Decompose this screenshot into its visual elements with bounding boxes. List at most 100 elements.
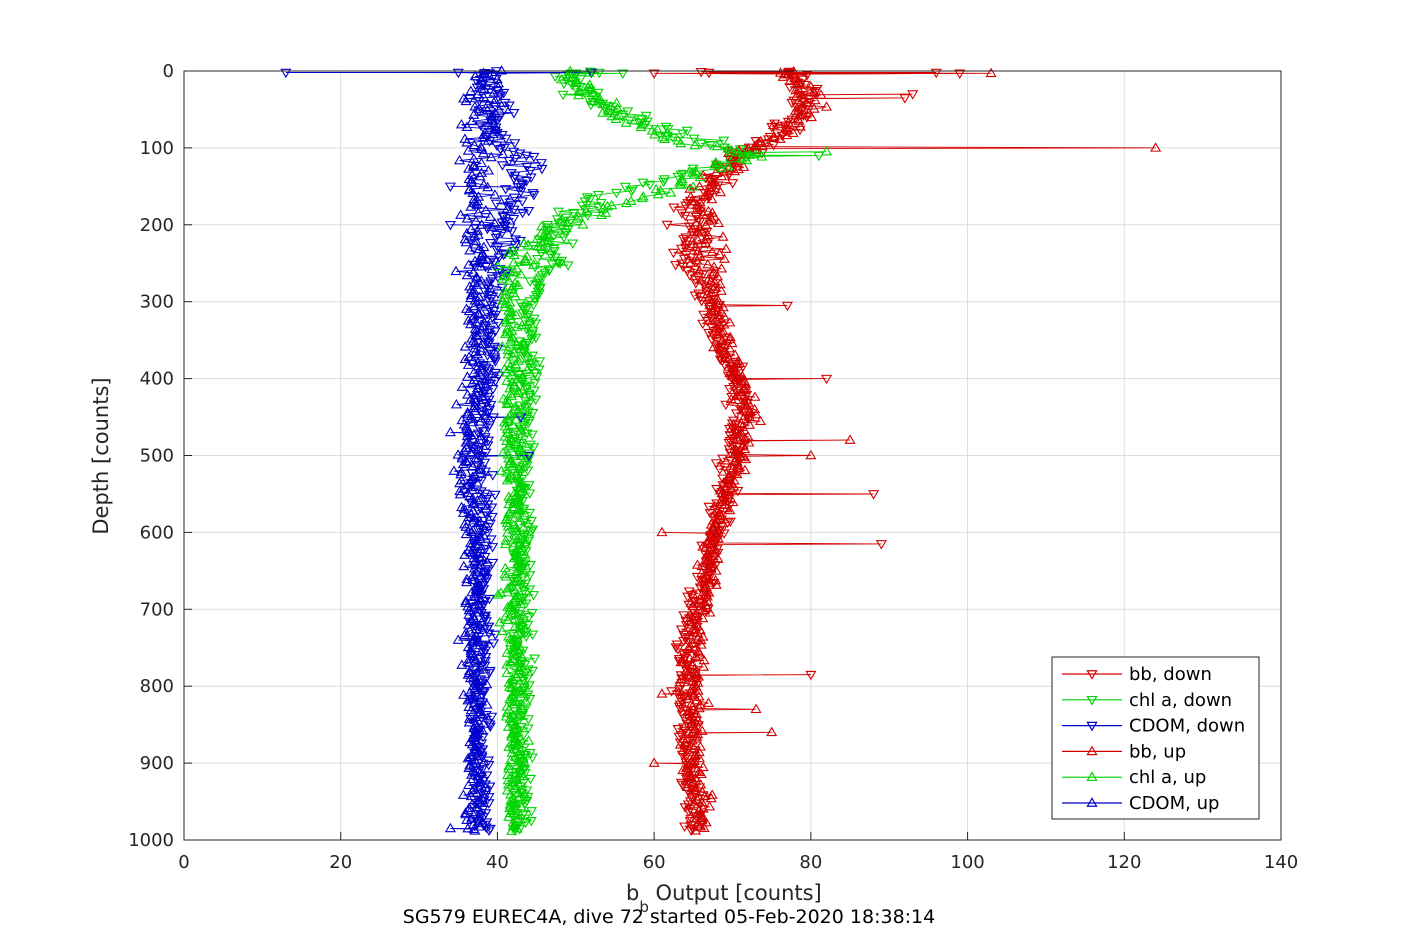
up-marker	[474, 777, 486, 787]
down-marker	[670, 643, 682, 653]
up-marker	[464, 394, 476, 405]
up-marker	[727, 369, 739, 380]
down-marker	[768, 140, 780, 151]
up-marker	[510, 530, 522, 541]
down-marker	[523, 451, 535, 462]
down-marker	[593, 68, 605, 79]
down-marker	[717, 454, 729, 465]
up-marker	[701, 548, 713, 559]
up-marker	[514, 443, 526, 453]
up-marker	[456, 501, 468, 512]
down-marker	[523, 508, 536, 519]
up-marker	[468, 402, 480, 413]
up-marker	[782, 117, 794, 127]
up-marker	[468, 588, 481, 599]
up-marker	[461, 227, 473, 238]
down-marker	[723, 438, 735, 449]
up-marker	[789, 105, 802, 115]
up-marker	[696, 567, 708, 578]
up-marker	[679, 737, 691, 747]
up-marker	[736, 153, 748, 163]
up-marker	[474, 531, 486, 541]
up-marker	[570, 75, 583, 85]
up-marker	[657, 131, 669, 142]
up-marker	[461, 573, 473, 584]
up-marker	[462, 145, 474, 155]
up-marker	[476, 551, 488, 561]
up-marker	[469, 101, 481, 111]
up-marker	[693, 181, 706, 191]
down-marker	[673, 657, 685, 667]
up-marker	[743, 437, 755, 447]
up-marker	[471, 787, 483, 797]
down-marker	[483, 304, 495, 315]
up-marker	[474, 775, 486, 785]
up-marker	[460, 528, 472, 539]
down-marker	[481, 567, 494, 577]
up-marker	[656, 688, 668, 698]
up-marker	[508, 497, 520, 507]
up-marker	[514, 505, 526, 515]
down-marker	[508, 109, 520, 119]
up-marker	[468, 512, 480, 523]
up-marker	[469, 538, 481, 549]
up-marker	[506, 731, 518, 741]
up-marker	[723, 353, 735, 364]
up-marker	[737, 435, 750, 445]
down-marker	[483, 594, 496, 605]
up-marker	[693, 752, 706, 763]
up-marker	[743, 419, 756, 429]
up-marker	[693, 766, 705, 777]
up-marker	[743, 149, 756, 160]
up-marker	[505, 789, 517, 799]
up-marker	[675, 656, 687, 667]
up-marker	[461, 814, 473, 824]
up-marker	[715, 495, 727, 505]
up-marker	[709, 158, 721, 169]
y-tick-label: 100	[140, 138, 174, 159]
up-marker	[500, 535, 512, 545]
up-marker	[686, 734, 698, 745]
up-marker	[467, 492, 479, 503]
up-marker	[464, 245, 476, 255]
y-tick-label: 0	[163, 61, 174, 82]
down-marker	[483, 761, 495, 771]
up-marker	[749, 391, 761, 401]
down-marker	[727, 179, 739, 189]
up-marker	[471, 279, 483, 289]
up-marker	[741, 400, 753, 411]
down-marker	[536, 164, 548, 175]
up-marker	[696, 725, 708, 735]
up-marker	[457, 789, 469, 799]
up-marker	[513, 664, 525, 675]
up-marker	[458, 445, 470, 455]
up-marker	[465, 447, 477, 457]
up-marker	[465, 223, 477, 234]
down-marker	[686, 792, 699, 803]
up-marker	[723, 471, 735, 482]
up-marker	[513, 791, 526, 801]
up-marker	[766, 726, 778, 737]
up-marker	[687, 700, 699, 711]
up-marker	[479, 131, 491, 142]
up-marker	[711, 329, 723, 339]
up-marker	[699, 573, 711, 584]
up-marker	[515, 745, 527, 755]
up-marker	[497, 447, 509, 457]
down-marker	[667, 133, 679, 143]
up-marker	[692, 818, 704, 829]
up-marker	[706, 193, 718, 204]
x-tick-label: 60	[643, 852, 666, 873]
down-marker	[517, 731, 530, 741]
up-marker	[475, 364, 487, 375]
down-marker	[508, 147, 520, 158]
up-marker	[512, 385, 524, 396]
up-marker	[702, 229, 714, 240]
up-marker	[685, 257, 697, 267]
down-marker	[675, 705, 687, 715]
up-marker	[711, 270, 724, 281]
down-marker	[473, 800, 485, 810]
down-marker	[489, 357, 501, 367]
up-marker	[706, 175, 718, 186]
